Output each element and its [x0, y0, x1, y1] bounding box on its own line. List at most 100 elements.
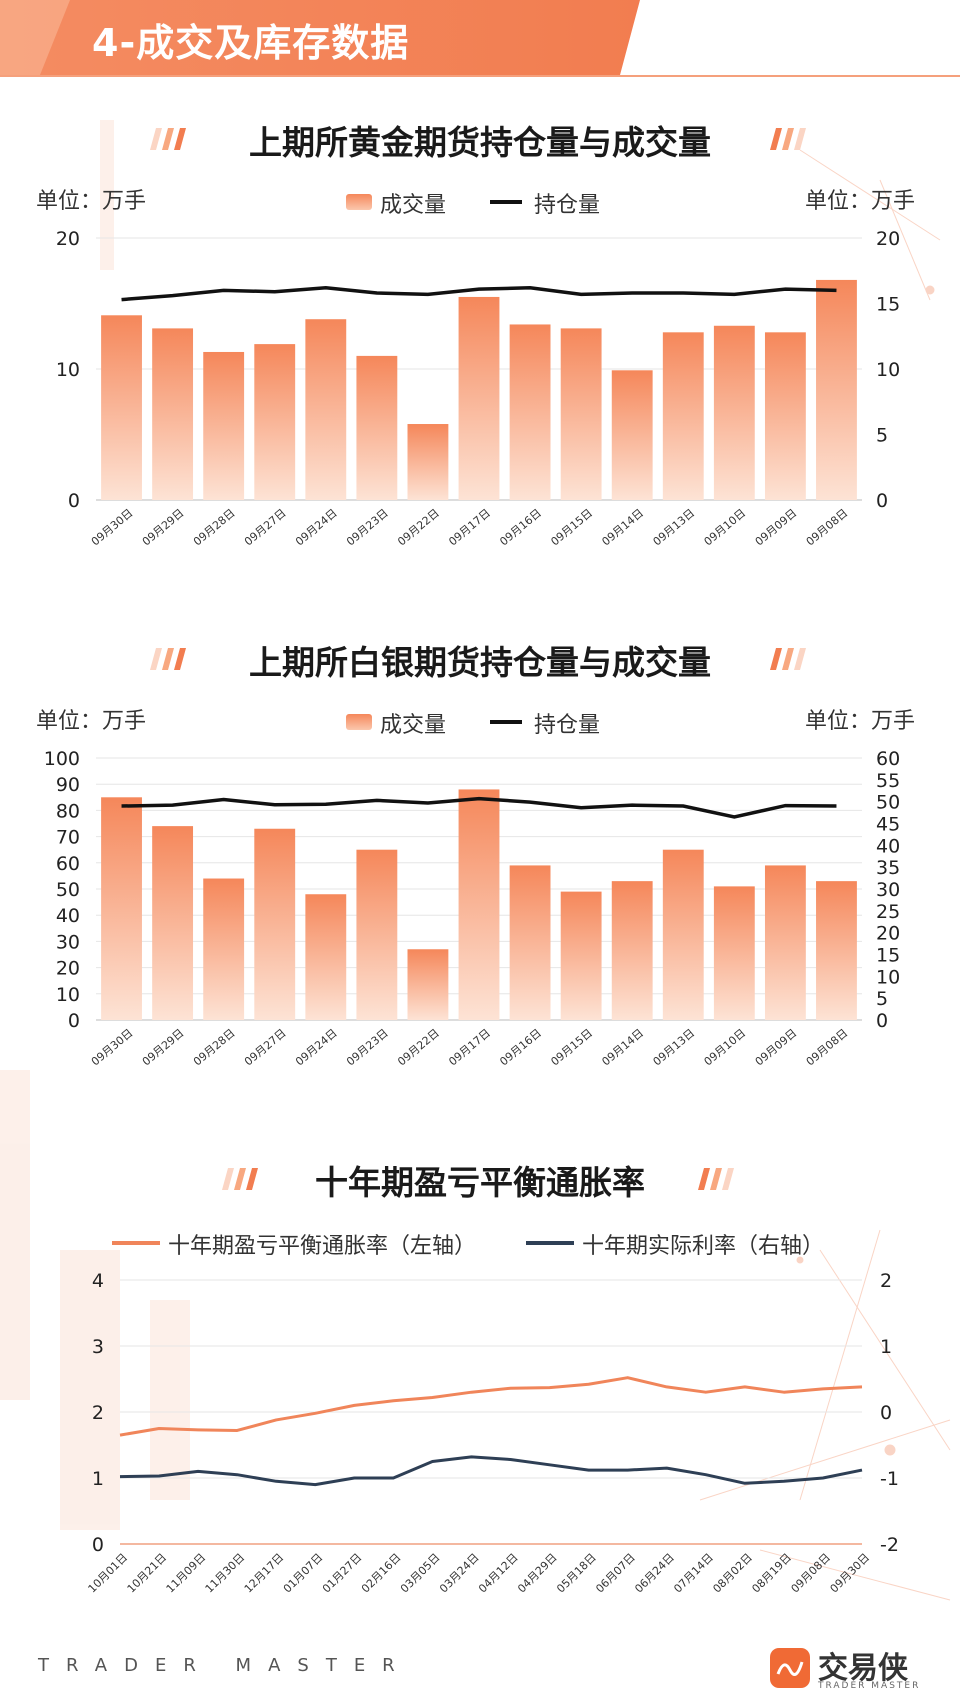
bar	[101, 315, 142, 500]
bar	[356, 849, 398, 1020]
y-tick-left: 2	[92, 1402, 104, 1424]
y-tick-left: 20	[56, 958, 80, 980]
x-tick-label: 09月09日	[753, 1026, 800, 1068]
bar	[509, 865, 551, 1020]
y-tick-left: 1	[92, 1468, 104, 1490]
breakeven-chart: 0 1 2 3 4 -2 -1 0 1 2 10月01日10月21日11月09日11月30日12月1…	[86, 1270, 899, 1596]
y-tick-left: 80	[56, 800, 80, 822]
bar	[203, 351, 245, 500]
bar	[458, 789, 500, 1020]
x-tick-label: 09月13日	[651, 1026, 698, 1068]
bar	[407, 424, 449, 500]
line-series	[119, 1376, 863, 1437]
breakeven-legend-swatch	[112, 1241, 160, 1245]
x-tick-label: 09月08日	[804, 506, 851, 548]
x-tick-label: 04月12日	[476, 1551, 521, 1596]
page-title: 4-成交及库存数据	[92, 21, 410, 65]
y-tick-left: 3	[92, 1336, 104, 1358]
x-tick-label: 09月30日	[828, 1551, 873, 1596]
bar	[509, 324, 551, 500]
y-tick-right: 15	[876, 294, 900, 316]
x-tick-label: 10月21日	[125, 1551, 170, 1596]
bar	[662, 332, 704, 500]
line-series	[121, 286, 837, 302]
bar	[764, 332, 806, 500]
x-tick-label: 09月10日	[702, 1026, 749, 1068]
y-tick-right: 30	[876, 879, 900, 901]
line-series	[121, 796, 837, 819]
gold-legend-bar-label: 成交量	[380, 193, 447, 218]
x-tick-label: 06月07日	[593, 1551, 638, 1596]
y-tick-left: 10	[56, 984, 80, 1006]
bar	[356, 355, 398, 500]
y-tick-right: 5	[876, 988, 888, 1010]
x-tick-label: 05月18日	[554, 1551, 599, 1596]
x-tick-label: 09月23日	[344, 1026, 391, 1068]
y-tick-left: 20	[56, 228, 80, 250]
x-tick-label: 09月10日	[702, 506, 749, 548]
y-tick-right: 1	[880, 1336, 892, 1358]
y-tick-right: 40	[876, 835, 900, 857]
bar	[611, 370, 653, 500]
y-tick-left: 4	[92, 1270, 104, 1292]
x-tick-label: 11月09日	[164, 1551, 209, 1596]
real-rate-legend-swatch	[526, 1241, 574, 1245]
x-tick-label: 11月30日	[203, 1551, 248, 1596]
x-tick-label: 09月30日	[89, 1026, 136, 1068]
x-tick-label: 09月22日	[395, 1026, 442, 1068]
silver-chart-title: 上期所白银期货持仓量与成交量	[249, 643, 711, 682]
x-tick-label: 09月22日	[395, 506, 442, 548]
gold-chart-title: 上期所黄金期货持仓量与成交量	[249, 123, 711, 162]
x-tick-label: 08月02日	[710, 1551, 755, 1596]
gold-unit-left: 单位：万手	[36, 189, 147, 214]
y-tick-right: 55	[876, 770, 900, 792]
y-tick-right: 45	[876, 814, 900, 836]
bar	[407, 949, 449, 1020]
y-tick-right: 0	[880, 1402, 892, 1424]
x-tick-label: 09月08日	[789, 1551, 834, 1596]
y-tick-right: 5	[876, 425, 888, 447]
footer-brand: TRADER MASTER	[38, 1655, 412, 1676]
bar	[816, 279, 857, 500]
x-tick-label: 09月13日	[651, 506, 698, 548]
x-tick-label: 04月29日	[515, 1551, 560, 1596]
y-tick-left: 50	[56, 879, 80, 901]
x-tick-label: 09月28日	[191, 1026, 238, 1068]
y-tick-right: 35	[876, 857, 900, 879]
x-tick-label: 10月01日	[86, 1551, 131, 1596]
x-tick-label: 08月19日	[749, 1551, 794, 1596]
bar	[152, 328, 194, 500]
y-tick-left: 40	[56, 905, 80, 927]
x-tick-label: 09月16日	[497, 1026, 544, 1068]
y-tick-right: 20	[876, 228, 900, 250]
title-decoration-left	[150, 128, 186, 150]
bar	[254, 828, 296, 1020]
x-tick-label: 09月27日	[242, 1026, 289, 1068]
bar	[713, 325, 755, 500]
y-tick-left: 60	[56, 853, 80, 875]
x-tick-label: 09月27日	[242, 506, 289, 548]
bar	[713, 886, 755, 1020]
silver-unit-left: 单位：万手	[36, 709, 147, 734]
x-tick-label: 07月14日	[671, 1551, 716, 1596]
logo-icon	[770, 1648, 810, 1688]
y-tick-left: 90	[56, 774, 80, 796]
x-tick-label: 03月05日	[398, 1551, 443, 1596]
gold-unit-right: 单位：万手	[805, 189, 916, 214]
bar	[101, 797, 142, 1020]
y-tick-right: 0	[876, 1010, 888, 1032]
silver-legend-line-swatch	[490, 720, 522, 724]
silver-unit-right: 单位：万手	[805, 709, 916, 734]
gold-legend-bar-swatch	[346, 194, 372, 210]
silver-legend-line-label: 持仓量	[534, 713, 601, 738]
y-tick-right: 50	[876, 792, 900, 814]
x-tick-label: 09月17日	[446, 1026, 493, 1068]
gold-legend-line-swatch	[490, 200, 522, 204]
y-tick-right: 2	[880, 1270, 892, 1292]
silver-legend-bar-swatch	[346, 714, 372, 730]
title-decoration-right	[770, 128, 806, 150]
logo-name: 交易侠	[818, 1651, 908, 1686]
x-tick-label: 02月16日	[359, 1551, 404, 1596]
y-tick-left: 70	[56, 827, 80, 849]
